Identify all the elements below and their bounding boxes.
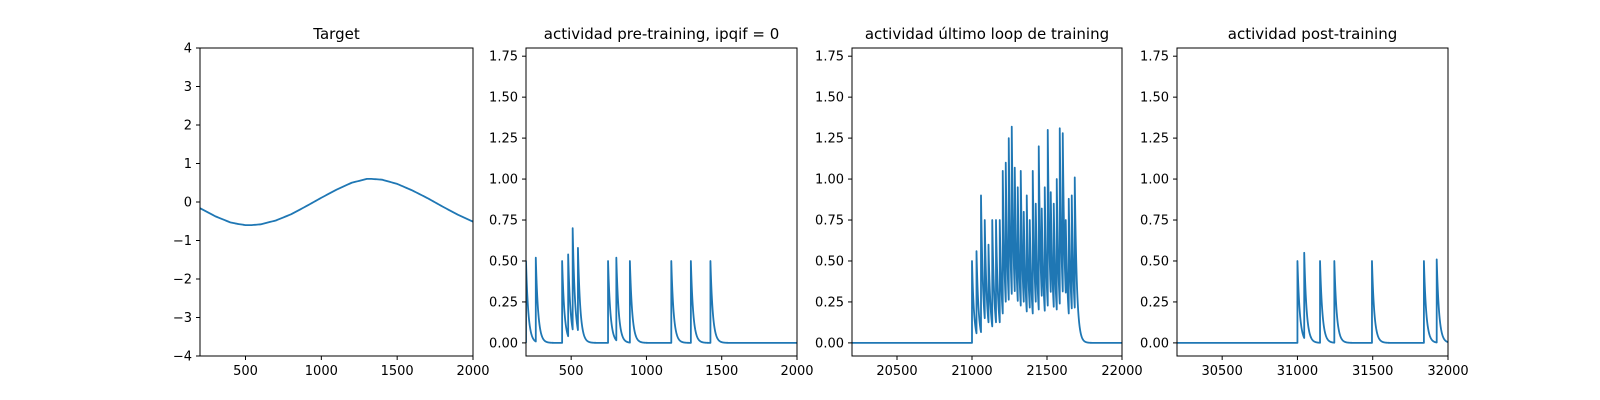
y-tick-label: 4	[184, 42, 192, 57]
y-tick-label: 1.75	[815, 50, 844, 65]
y-tick-label: 1.00	[1140, 173, 1169, 188]
y-tick-label: 0.25	[1140, 295, 1169, 310]
y-tick-label: 0.00	[815, 336, 844, 351]
x-tick-label: 500	[233, 364, 258, 379]
y-tick-label: 1.25	[815, 132, 844, 147]
x-tick-label: 1000	[305, 364, 338, 379]
series-line	[852, 125, 1122, 344]
y-tick-label: 0.50	[815, 254, 844, 269]
subplot-4: actividad post-training 30500 31000 31500 32…	[1140, 25, 1469, 379]
y-tick-label: 0.50	[1140, 254, 1169, 269]
subplot-title: actividad último loop de training	[865, 25, 1109, 43]
y-tick-label: −1	[173, 234, 192, 249]
y-tick-label: 0.00	[489, 336, 518, 351]
x-tick-label: 2000	[780, 364, 813, 379]
y-tick-label: 1.50	[1140, 91, 1169, 106]
x-tick-label: 1500	[381, 364, 414, 379]
y-tick-label: 1.25	[1140, 132, 1169, 147]
x-tick-label: 32000	[1427, 364, 1468, 379]
y-tick-label: 1.50	[489, 91, 518, 106]
y-tick-label: −3	[173, 311, 192, 326]
x-tick-label: 22000	[1101, 364, 1142, 379]
y-tick-label: 3	[184, 80, 192, 95]
subplot-2: actividad pre-training, ipqif = 0 500 1000…	[489, 25, 814, 379]
y-tick-label: 1	[184, 157, 192, 172]
x-tick-label: 30500	[1201, 364, 1242, 379]
y-tick-label: 2	[184, 119, 192, 134]
x-tick-label: 1500	[705, 364, 738, 379]
y-tick-label: 1.25	[489, 132, 518, 147]
axes-frame	[851, 47, 1123, 357]
series-line	[200, 178, 473, 226]
x-tick-label: 2000	[456, 364, 489, 379]
y-tick-label: 0.75	[815, 214, 844, 229]
axes-frame	[525, 47, 798, 357]
series-line	[526, 227, 797, 344]
y-tick-label: 0.50	[489, 254, 518, 269]
y-tick-label: 0	[184, 196, 192, 211]
subplot-3: actividad último loop de training 20500 21…	[815, 25, 1143, 379]
x-tick-label: 1000	[630, 364, 663, 379]
y-tick-label: 1.00	[815, 173, 844, 188]
y-tick-label: 0.75	[1140, 214, 1169, 229]
series-line	[1177, 251, 1448, 344]
x-tick-label: 31500	[1352, 364, 1393, 379]
y-tick-label: 0.00	[1140, 336, 1169, 351]
x-tick-label: 500	[559, 364, 584, 379]
axes-frame	[199, 47, 474, 357]
y-tick-label: 0.75	[489, 214, 518, 229]
y-tick-label: 1.00	[489, 173, 518, 188]
y-tick-label: −2	[173, 273, 192, 288]
x-tick-label: 21500	[1026, 364, 1067, 379]
y-tick-label: −4	[173, 350, 192, 365]
subplot-1: Target 500 1000 1500 2000 −4 −3 −2 −1 0 1 2 3 4	[173, 25, 490, 379]
y-tick-label: 0.25	[489, 295, 518, 310]
y-tick-label: 0.25	[815, 295, 844, 310]
y-tick-label: 1.75	[1140, 50, 1169, 65]
x-tick-label: 31000	[1277, 364, 1318, 379]
axes-frame	[1176, 47, 1449, 357]
x-tick-label: 20500	[876, 364, 917, 379]
y-tick-label: 1.50	[815, 91, 844, 106]
y-tick-label: 1.75	[489, 50, 518, 65]
subplot-title: Target	[312, 25, 360, 43]
subplot-title: actividad post-training	[1228, 25, 1397, 43]
subplot-title: actividad pre-training, ipqif = 0	[544, 25, 780, 43]
x-tick-label: 21000	[951, 364, 992, 379]
